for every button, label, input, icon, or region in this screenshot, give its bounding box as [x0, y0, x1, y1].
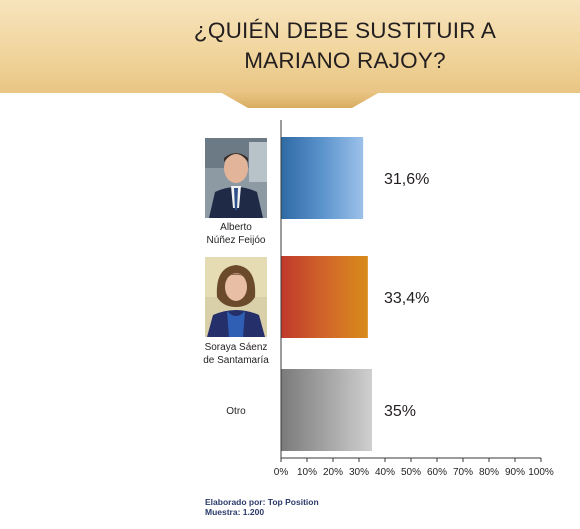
data-label-1: 33,4%: [384, 290, 429, 307]
chart-title-line-2: MARIANO RAJOY?: [244, 48, 446, 73]
x-tick-label: 20%: [323, 467, 343, 478]
x-tick-label: 0%: [274, 467, 289, 478]
title-banner-notch: [220, 92, 380, 108]
source-note: Elaborado por: Top Position Muestra: 1.2…: [205, 497, 319, 517]
x-tick-label: 30%: [349, 467, 369, 478]
photo-soraya-saenz-de-santamaria: [205, 257, 267, 337]
chart-title: ¿QUIÉN DEBE SUSTITUIR A MARIANO RAJOY?: [185, 16, 505, 76]
category-label-line: de Santamaría: [203, 355, 269, 366]
photo-alberto-nunez-feijoo: [205, 138, 267, 218]
bar-0: [281, 137, 364, 219]
category-label-feijoo: Alberto Núñez Feijóo: [181, 221, 291, 247]
category-label-soraya: Soraya Sáenz de Santamaría: [181, 341, 291, 367]
x-tick-label: 100%: [528, 467, 554, 478]
x-tick-label: 70%: [453, 467, 473, 478]
x-tick-label: 80%: [479, 467, 499, 478]
sample-size: Muestra: 1.200: [205, 507, 265, 517]
x-tick-label: 90%: [505, 467, 525, 478]
source-credit: Elaborado por: Top Position: [205, 497, 319, 507]
title-banner: [0, 0, 580, 93]
x-tick-label: 60%: [427, 467, 447, 478]
category-label-line: Alberto: [220, 222, 252, 233]
category-label-line: Soraya Sáenz: [204, 342, 268, 353]
category-label-otro: Otro: [181, 405, 291, 418]
bar-1: [281, 256, 368, 338]
data-label-2: 35%: [384, 403, 416, 420]
chart-title-line-1: ¿QUIÉN DEBE SUSTITUIR A: [193, 18, 497, 43]
category-label-line: Otro: [226, 406, 246, 417]
bar-2: [281, 369, 372, 451]
x-tick-label: 50%: [401, 467, 421, 478]
data-label-0: 31,6%: [384, 171, 429, 188]
x-tick-label: 40%: [375, 467, 395, 478]
category-label-line: Núñez Feijóo: [206, 235, 266, 246]
x-tick-label: 10%: [297, 467, 317, 478]
